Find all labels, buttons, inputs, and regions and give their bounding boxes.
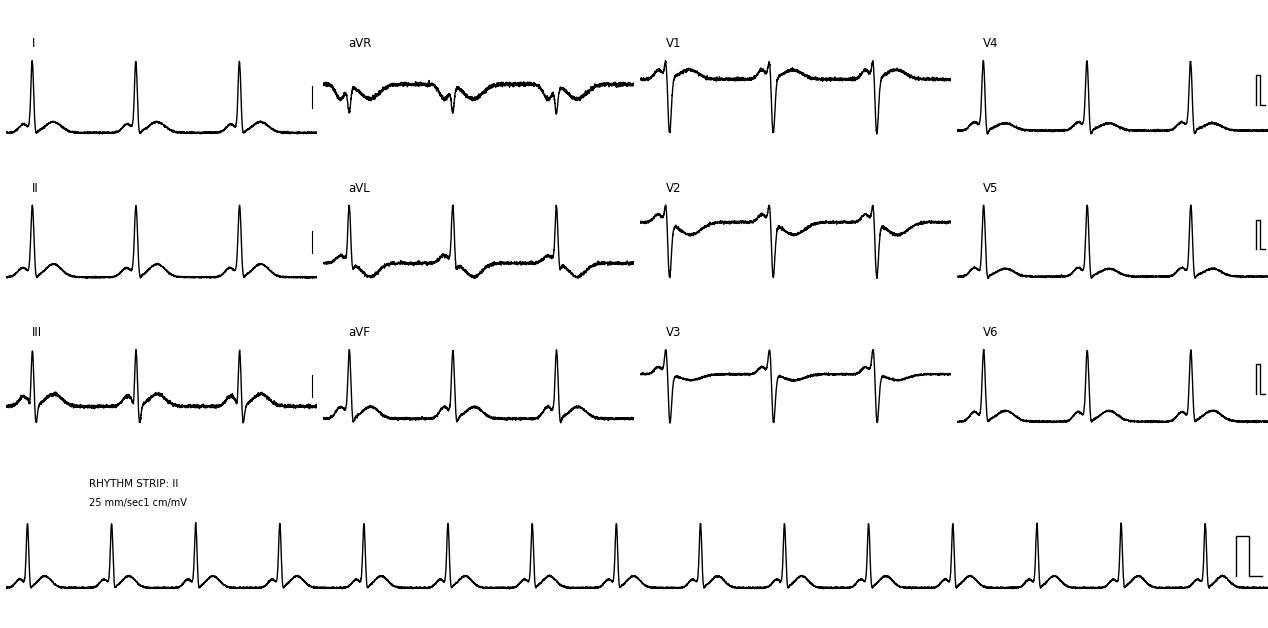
Text: V5: V5 [983,181,998,195]
Text: V3: V3 [666,326,681,339]
Text: V4: V4 [983,37,998,50]
Text: III: III [32,326,42,339]
Text: V6: V6 [983,326,998,339]
Text: aVL: aVL [349,181,370,195]
Text: V2: V2 [666,181,681,195]
Text: 25 mm/sec1 cm/mV: 25 mm/sec1 cm/mV [89,497,186,507]
Text: aVR: aVR [349,37,372,50]
Text: II: II [32,181,38,195]
Text: aVF: aVF [349,326,370,339]
Text: RHYTHM STRIP: II: RHYTHM STRIP: II [89,479,178,489]
Text: I: I [32,37,36,50]
Text: V1: V1 [666,37,681,50]
